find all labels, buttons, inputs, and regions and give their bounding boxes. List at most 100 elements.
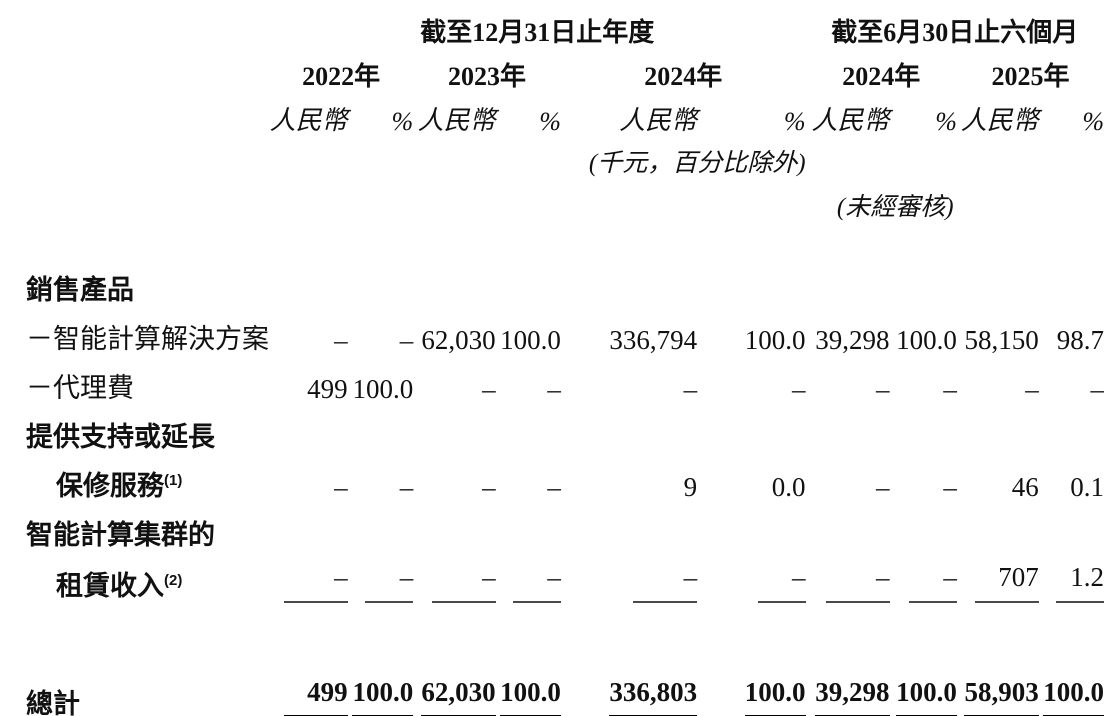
- cell-value-ruled: 58,903: [964, 677, 1039, 716]
- cell-value-ruled: –: [825, 562, 890, 603]
- cell-value: 58,150: [957, 317, 1039, 366]
- cell-value-text: –: [334, 472, 348, 502]
- cell-value: 100.0: [890, 613, 957, 716]
- column-header-pct: %: [539, 107, 561, 136]
- cell-value-text: –: [482, 472, 496, 502]
- cell-value-ruled: 707: [974, 562, 1039, 603]
- cell-value-text: 0.1: [1070, 472, 1104, 502]
- column-header-pct: %: [935, 107, 957, 136]
- cell-value-text: 100.0: [352, 374, 414, 404]
- row-label: 提供支持或延長: [26, 415, 269, 464]
- cell-value-text: –: [943, 472, 957, 502]
- cell-value-text: –: [792, 374, 806, 404]
- cell-value: 100.0: [697, 613, 806, 716]
- cell-value-ruled: –: [512, 562, 561, 603]
- cell-value-text: 46: [1011, 472, 1039, 502]
- revenue-breakdown-table: 截至12月31日止年度 截至6月30日止六個月 2022年 2023年 2024…: [26, 12, 1104, 716]
- column-header-rmb: 人民幣: [269, 106, 348, 135]
- cell-value-text: –: [547, 374, 561, 404]
- cell-value: –: [806, 464, 890, 513]
- row-label: 租賃收入(2): [26, 562, 269, 613]
- table-row: 提供支持或延長: [26, 415, 1104, 464]
- cell-value: –: [269, 562, 348, 613]
- table-row: －代理費 499 100.0 – – – – – – – –: [26, 366, 1104, 415]
- unaudited-note-row: (未經審核): [26, 187, 1104, 231]
- cell-value: 100.0: [697, 317, 806, 366]
- cell-value-text: –: [943, 374, 957, 404]
- cell-value-text: 58,150: [964, 325, 1039, 355]
- column-header-rmb: 人民幣: [811, 106, 890, 135]
- cell-value-ruled: –: [365, 562, 414, 603]
- cell-value: –: [957, 366, 1039, 415]
- cell-value: 62,030: [413, 317, 495, 366]
- header-spacer: [26, 12, 269, 53]
- cell-value: 336,803: [561, 613, 698, 716]
- cell-value-ruled: 499: [283, 677, 348, 716]
- row-label-text: 租賃收入: [56, 571, 164, 601]
- note-spacer: [957, 187, 1104, 231]
- cell-value-ruled: 100.0: [744, 677, 806, 716]
- table-row: 銷售產品: [26, 231, 1104, 317]
- unit-note-row: (千元，百分比除外): [26, 143, 1104, 187]
- row-label-text: 保修服務: [56, 471, 164, 501]
- row-label: －代理費: [26, 366, 269, 415]
- cell-value: –: [496, 464, 561, 513]
- year-header-2022: 2022年: [302, 62, 381, 91]
- cell-value-text: 39,298: [815, 325, 890, 355]
- cell-value: 100.0: [1039, 613, 1104, 716]
- cell-value: 707: [957, 562, 1039, 613]
- period-group-annual: 截至12月31日止年度: [420, 18, 655, 47]
- cell-value-text: 98.7: [1056, 325, 1104, 355]
- column-header-rmb: 人民幣: [619, 106, 698, 135]
- cell-value-text: 499: [307, 374, 348, 404]
- cell-value: –: [348, 464, 414, 513]
- column-header-rmb: 人民幣: [960, 106, 1039, 135]
- cell-value: –: [1039, 366, 1104, 415]
- cell-value-ruled: 62,030: [421, 677, 496, 716]
- cell-value-ruled: 100.0: [500, 677, 561, 716]
- header-spacer: [26, 53, 269, 99]
- cell-value: –: [269, 464, 348, 513]
- cell-value: –: [496, 366, 561, 415]
- cell-value: 100.0: [348, 613, 414, 716]
- note-spacer: [26, 187, 806, 231]
- cell-value: –: [697, 366, 806, 415]
- cell-value-text: –: [334, 325, 348, 355]
- cell-value: 100.0: [890, 317, 957, 366]
- cell-value: 100.0: [496, 613, 561, 716]
- row-label-text: 智能計算集群的: [26, 520, 215, 550]
- row-label: 銷售產品: [26, 231, 269, 317]
- row-label-text: －代理費: [26, 373, 134, 403]
- row-label-text: 提供支持或延長: [26, 422, 215, 452]
- cell-value: 9: [561, 464, 698, 513]
- cell-value-text: –: [683, 374, 698, 404]
- cell-value: –: [890, 562, 957, 613]
- cell-value: 98.7: [1039, 317, 1104, 366]
- cell-value-text: 100.0: [744, 325, 806, 355]
- cell-value-text: 9: [683, 472, 698, 502]
- cell-value: –: [413, 366, 496, 415]
- cell-value-ruled: –: [757, 562, 806, 603]
- cell-value: –: [697, 562, 806, 613]
- row-label-text: 總計: [26, 689, 80, 716]
- cell-value: 39,298: [806, 317, 890, 366]
- footnote-marker: (1): [164, 472, 183, 489]
- column-header-pct: %: [1082, 107, 1104, 136]
- cell-value: –: [413, 562, 496, 613]
- row-label: 總計: [26, 613, 269, 716]
- year-header-2024-interim: 2024年: [842, 62, 921, 91]
- cell-value: 100.0: [496, 317, 561, 366]
- year-header-2023: 2023年: [448, 62, 527, 91]
- cell-value: 46: [957, 464, 1039, 513]
- column-header-rmb: 人民幣: [417, 106, 496, 135]
- cell-value: 100.0: [348, 366, 414, 415]
- row-label-text: －智能計算解決方案: [26, 324, 269, 354]
- cell-value-ruled: –: [283, 562, 348, 603]
- table-header: 截至12月31日止年度 截至6月30日止六個月 2022年 2023年 2024…: [26, 12, 1104, 231]
- row-label: 智能計算集群的: [26, 513, 269, 562]
- year-header-2024-annual: 2024年: [644, 62, 723, 91]
- period-group-interim: 截至6月30日止六個月: [831, 18, 1079, 47]
- cell-value: –: [561, 562, 698, 613]
- cell-value-ruled: 1.2: [1056, 562, 1104, 603]
- period-group-row: 截至12月31日止年度 截至6月30日止六個月: [26, 12, 1104, 53]
